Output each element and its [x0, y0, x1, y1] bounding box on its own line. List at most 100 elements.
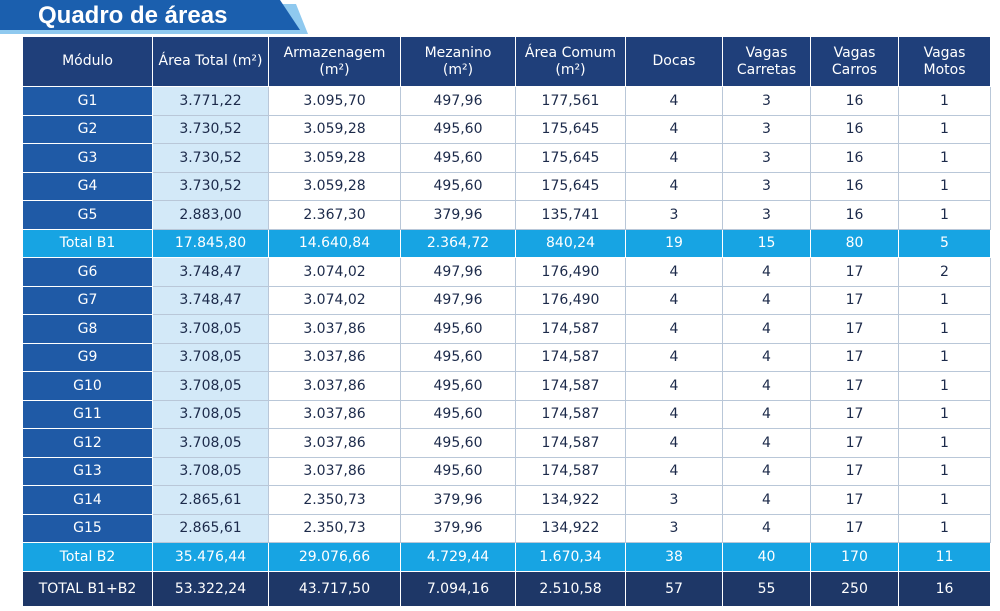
cell: 4	[722, 456, 811, 486]
cell: 2.865,61	[152, 485, 269, 515]
subtotal-row: Total B2 35.476,44 29.076,66 4.729,44 1.670,…	[22, 542, 991, 572]
cell: 1.670,34	[515, 542, 626, 572]
cell: 495,60	[400, 114, 516, 144]
cell: 4	[722, 399, 811, 429]
row-label: G11	[22, 399, 153, 429]
cell: 3.730,52	[152, 143, 269, 173]
cell: 17	[810, 257, 899, 287]
module-row: G2 3.730,52 3.059,28 495,60 175,645 4 3 16 1	[22, 114, 991, 144]
cell: 3.059,28	[268, 171, 401, 201]
cell: 3.037,86	[268, 314, 401, 344]
cell: 1	[898, 428, 991, 458]
module-row: G12 3.708,05 3.037,86 495,60 174,587 4 4 17 1	[22, 428, 991, 458]
cell: 55	[722, 570, 811, 607]
cell: 495,60	[400, 143, 516, 173]
cell: 1	[898, 513, 991, 543]
cell: 379,96	[400, 485, 516, 515]
cell: 1	[898, 114, 991, 144]
cell: 4	[625, 86, 723, 116]
cell: 4	[625, 171, 723, 201]
cell: 7.094,16	[400, 570, 516, 607]
row-label: Total B1	[22, 228, 153, 258]
cell: 3.748,47	[152, 257, 269, 287]
module-row: G13 3.708,05 3.037,86 495,60 174,587 4 4 17 1	[22, 456, 991, 486]
cell: 3	[722, 200, 811, 230]
cell: 3.037,86	[268, 399, 401, 429]
cell: 17	[810, 342, 899, 372]
cell: 14.640,84	[268, 228, 401, 258]
cell: 497,96	[400, 285, 516, 315]
cell: 174,587	[515, 342, 626, 372]
cell: 1	[898, 485, 991, 515]
column-header: Área Total (m²)	[152, 36, 269, 87]
cell: 135,741	[515, 200, 626, 230]
cell: 4	[625, 285, 723, 315]
column-header: Módulo	[22, 36, 153, 87]
cell: 495,60	[400, 342, 516, 372]
cell: 3.730,52	[152, 114, 269, 144]
cell: 170	[810, 542, 899, 572]
cell: 3.708,05	[152, 342, 269, 372]
module-row: G3 3.730,52 3.059,28 495,60 175,645 4 3 16 1	[22, 143, 991, 173]
cell: 4	[722, 513, 811, 543]
cell: 2.350,73	[268, 485, 401, 515]
cell: 4	[625, 114, 723, 144]
cell: 174,587	[515, 428, 626, 458]
areas-table: Módulo Área Total (m²) Armazenagem (m²) Mez…	[22, 36, 991, 607]
row-label: G13	[22, 456, 153, 486]
tab-shape	[0, 0, 300, 30]
cell: 1	[898, 285, 991, 315]
cell: 4	[722, 285, 811, 315]
cell: 1	[898, 342, 991, 372]
cell: 11	[898, 542, 991, 572]
cell: 1	[898, 399, 991, 429]
cell: 3.748,47	[152, 285, 269, 315]
cell: 4	[625, 371, 723, 401]
cell: 2	[898, 257, 991, 287]
cell: 4	[722, 428, 811, 458]
cell: 3	[722, 143, 811, 173]
module-row: G14 2.865,61 2.350,73 379,96 134,922 3 4 17 1	[22, 485, 991, 515]
row-label: G9	[22, 342, 153, 372]
cell: 16	[810, 114, 899, 144]
cell: 3	[722, 86, 811, 116]
module-row: G6 3.748,47 3.074,02 497,96 176,490 4 4 17 2	[22, 257, 991, 287]
cell: 16	[810, 171, 899, 201]
cell: 174,587	[515, 314, 626, 344]
row-label: Total B2	[22, 542, 153, 572]
cell: 3.037,86	[268, 456, 401, 486]
cell: 1	[898, 456, 991, 486]
cell: 840,24	[515, 228, 626, 258]
row-label: G15	[22, 513, 153, 543]
row-label: G5	[22, 200, 153, 230]
cell: 17	[810, 285, 899, 315]
cell: 53.322,24	[152, 570, 269, 607]
cell: 495,60	[400, 314, 516, 344]
cell: 4	[625, 456, 723, 486]
cell: 1	[898, 86, 991, 116]
column-header: Vagas Motos	[898, 36, 991, 87]
cell: 497,96	[400, 257, 516, 287]
cell: 4	[722, 342, 811, 372]
cell: 17	[810, 485, 899, 515]
column-header: Mezanino (m²)	[400, 36, 516, 87]
cell: 1	[898, 200, 991, 230]
cell: 495,60	[400, 171, 516, 201]
cell: 17	[810, 428, 899, 458]
cell: 17	[810, 399, 899, 429]
cell: 4	[625, 257, 723, 287]
cell: 38	[625, 542, 723, 572]
cell: 4	[625, 143, 723, 173]
cell: 16	[810, 200, 899, 230]
module-row: G11 3.708,05 3.037,86 495,60 174,587 4 4 17 1	[22, 399, 991, 429]
row-label: G6	[22, 257, 153, 287]
cell: 3	[625, 513, 723, 543]
cell: 495,60	[400, 371, 516, 401]
cell: 3.708,05	[152, 314, 269, 344]
module-row: G15 2.865,61 2.350,73 379,96 134,922 3 4 17 1	[22, 513, 991, 543]
row-label: G7	[22, 285, 153, 315]
cell: 17	[810, 314, 899, 344]
cell: 250	[810, 570, 899, 607]
module-row: G4 3.730,52 3.059,28 495,60 175,645 4 3 16 1	[22, 171, 991, 201]
